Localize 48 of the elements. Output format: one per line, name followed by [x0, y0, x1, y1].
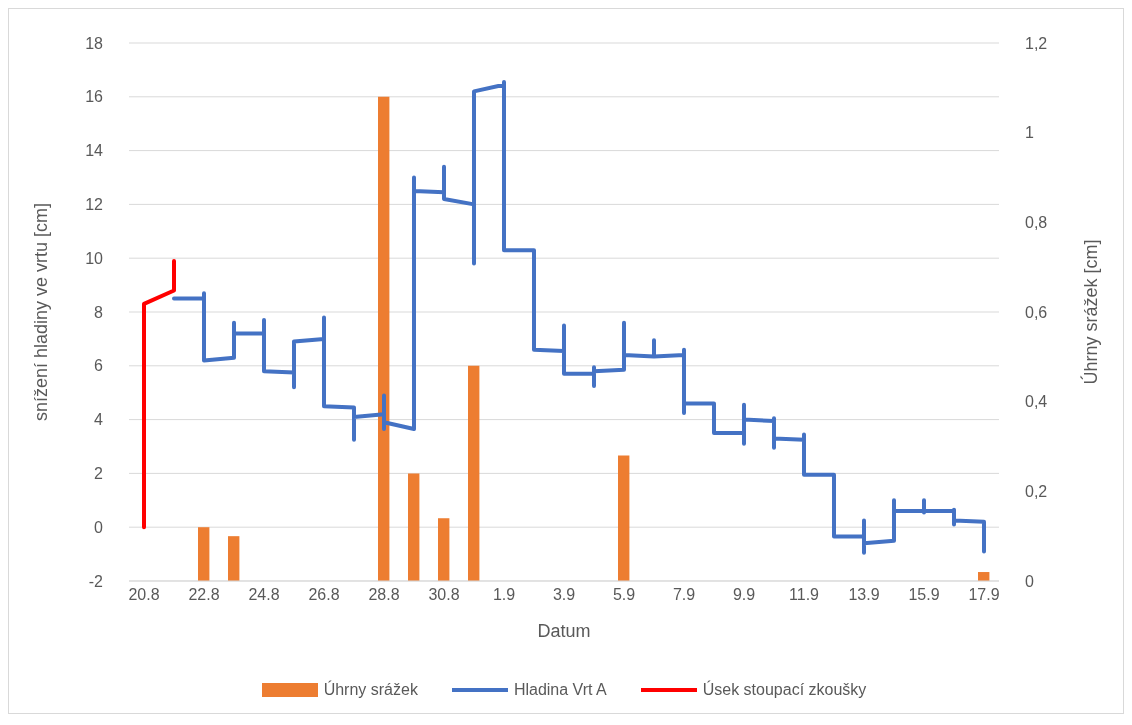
x-tick-label: 20.8 — [128, 586, 160, 604]
bar — [198, 527, 210, 581]
y-tick-label: 0 — [94, 518, 104, 536]
y-axis-title: snížení hladiny ve vrtu [cm] — [31, 202, 52, 422]
y2-tick-label: 0 — [1025, 572, 1034, 590]
x-tick-label: 1.9 — [492, 586, 516, 604]
y-tick-label: -2 — [88, 572, 104, 590]
x-tick-label: 17.9 — [968, 586, 1000, 604]
legend-label: Úhrny srážek — [323, 681, 418, 699]
y2-tick-label: 1,2 — [1025, 34, 1048, 52]
x-tick-label: 28.8 — [368, 586, 400, 604]
y2-tick-label: 0,2 — [1025, 483, 1048, 501]
x-tick-label: 3.9 — [552, 586, 576, 604]
y2-tick-label: 0,6 — [1025, 303, 1048, 321]
x-tick-label: 9.9 — [732, 586, 756, 604]
bar — [438, 518, 450, 581]
y2-tick-label: 0,8 — [1025, 214, 1048, 232]
bar — [378, 96, 390, 581]
legend-label: Úsek stoupací zkoušky — [702, 681, 867, 699]
bar — [408, 473, 420, 581]
x-tick-label: 7.9 — [672, 586, 696, 604]
y-tick-label: 8 — [94, 303, 104, 321]
y-tick-label: 12 — [85, 196, 104, 214]
x-tick-label: 11.9 — [789, 586, 820, 604]
x-tick-label: 26.8 — [308, 586, 340, 604]
x-tick-label: 15.9 — [908, 586, 940, 604]
line-series — [172, 80, 986, 555]
bar — [618, 455, 630, 581]
y2-tick-label: 1 — [1025, 124, 1034, 142]
y-tick-label: 16 — [85, 88, 104, 106]
legend-label: Hladina Vrt A — [513, 681, 607, 699]
x-tick-label: 5.9 — [612, 586, 636, 604]
x-axis-title: Datum — [537, 621, 591, 641]
x-tick-label: 24.8 — [248, 586, 280, 604]
y-tick-label: 4 — [94, 411, 104, 429]
x-tick-label: 22.8 — [188, 586, 220, 604]
x-tick-label: 30.8 — [428, 586, 460, 604]
y-tick-label: 10 — [85, 249, 104, 267]
y-tick-label: 6 — [94, 357, 104, 375]
x-tick-label: 13.9 — [848, 586, 880, 604]
line-series — [142, 258, 176, 530]
y2-tick-label: 0,4 — [1025, 393, 1048, 411]
y-tick-label: 14 — [85, 142, 104, 160]
y2-axis-title: Úhrny srážek [cm] — [1080, 239, 1102, 385]
y-tick-label: 18 — [85, 34, 104, 52]
y-tick-label: 2 — [94, 465, 104, 483]
bar — [468, 365, 480, 581]
bar — [228, 536, 240, 581]
